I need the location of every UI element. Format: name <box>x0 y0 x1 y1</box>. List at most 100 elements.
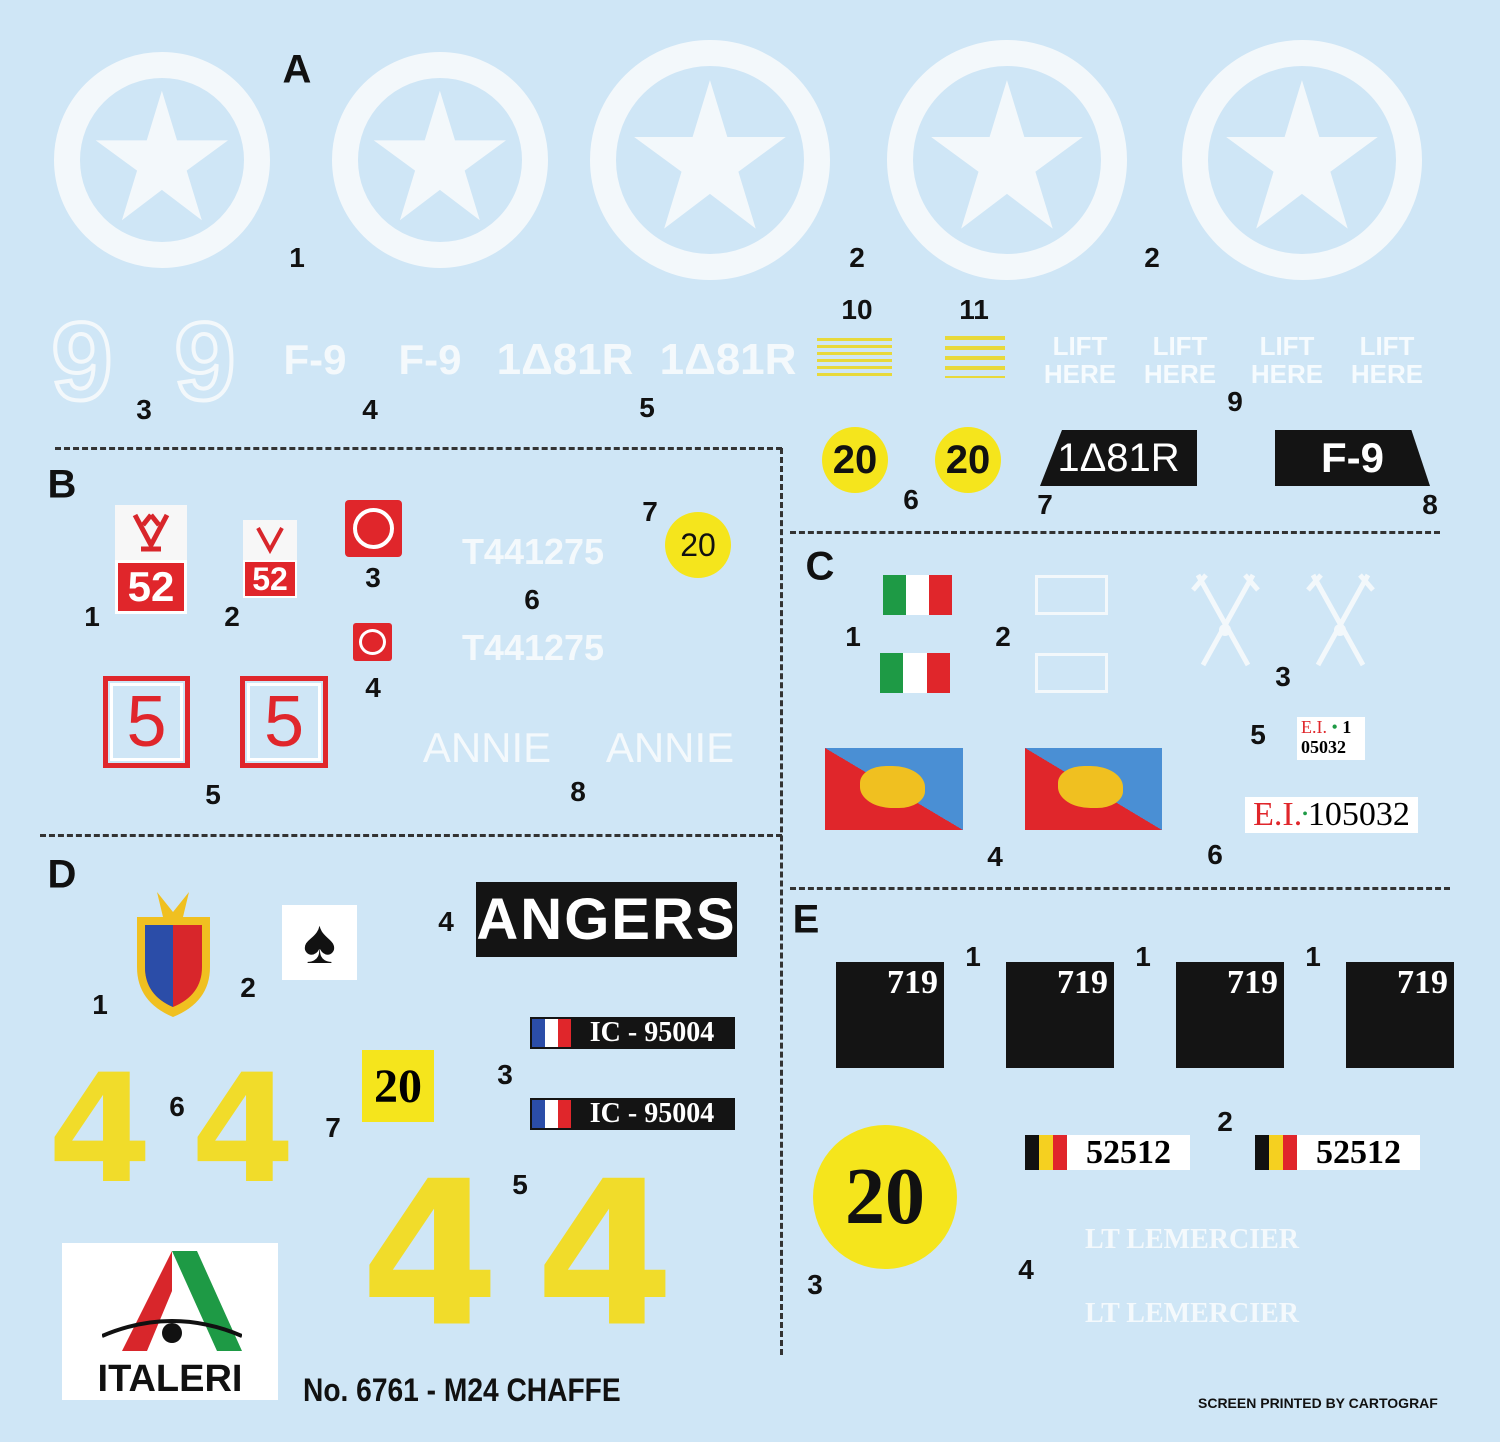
italian-flag <box>883 575 952 615</box>
black-719-panel: 719 <box>1346 962 1454 1068</box>
decal-number: 4 <box>365 672 381 703</box>
red-five-square: 5 <box>240 676 328 768</box>
decal-number: 6 <box>524 584 540 615</box>
section-b-label: B <box>47 462 77 507</box>
decal-number: 5 <box>512 1169 528 1200</box>
red-emblem <box>345 500 402 557</box>
decal-number: 4 <box>438 906 454 937</box>
star-roundel-icon <box>1182 40 1422 280</box>
divider <box>790 531 1440 534</box>
lift-text: LIFT <box>1359 331 1415 361</box>
product-title: No. 6761 - M24 CHAFFE <box>303 1372 621 1408</box>
black-f9-plate: F-9 <box>1275 430 1430 486</box>
here-text: HERE <box>1043 359 1117 389</box>
decal-reg: 1Δ81R <box>659 335 797 384</box>
decal-number: 5 <box>205 779 221 810</box>
lift-text: LIFT <box>1052 331 1108 361</box>
section-c-label: C <box>805 544 835 589</box>
decal-number: 7 <box>642 496 658 527</box>
section-a-label: A <box>282 47 312 92</box>
section-d-label: D <box>47 852 77 897</box>
ei-plate: E.I. • 105032 <box>1245 796 1418 833</box>
decal-number: 3 <box>807 1269 823 1300</box>
here-text: HERE <box>1250 359 1324 389</box>
yellow-four-large: 4 <box>535 1138 675 1372</box>
plate-number: 52512 <box>1086 1134 1171 1171</box>
decal-f9: F-9 <box>398 336 462 383</box>
coat-of-arms-crest <box>137 892 210 1017</box>
decal-number: 1 <box>84 601 100 632</box>
decal-number: 6 <box>1207 839 1223 870</box>
decal-reg: 1Δ81R <box>496 335 634 384</box>
french-plate: IC - 95004 <box>530 1017 735 1049</box>
plate-number: 52512 <box>1316 1134 1401 1171</box>
ei-digits: 05032 <box>1301 737 1346 757</box>
stencil-text-decal <box>945 336 1005 378</box>
crossed-axes-insignia <box>1306 573 1375 667</box>
decal-number: 7 <box>325 1112 341 1143</box>
section-e-label: E <box>792 897 820 942</box>
ei-digit: 1 <box>1342 717 1352 737</box>
decal-number: 1 <box>1305 941 1321 972</box>
decal-number: 3 <box>497 1059 513 1090</box>
star-roundel-icon <box>590 40 830 280</box>
divider <box>780 448 783 1355</box>
yellow-20-disc: 20 <box>935 427 1001 493</box>
decal-number: 5 <box>639 392 655 423</box>
yellow-20-disc-large: 20 <box>813 1125 957 1269</box>
belgian-plate: 52512 <box>1025 1135 1190 1170</box>
crossed-axes-insignia <box>1191 573 1260 667</box>
divider <box>40 834 782 837</box>
lift-text: LIFT <box>1152 331 1208 361</box>
decal-number: 8 <box>1422 489 1438 520</box>
decal-number: 1 <box>289 242 305 273</box>
here-text: HERE <box>1143 359 1217 389</box>
insignia-52: 52 <box>243 560 297 598</box>
yellow-four: 4 <box>47 1043 153 1217</box>
decal-number: 2 <box>849 242 865 273</box>
serial-decal: T441275 <box>461 531 605 572</box>
ei-prefix: E.I. <box>1253 796 1303 833</box>
spade-icon: ♠ <box>282 905 357 980</box>
serial-decal: T441275 <box>461 627 605 668</box>
decal-number: 1 <box>1135 941 1151 972</box>
insignia-52: 52 <box>115 560 187 614</box>
decal-number: 1 <box>845 621 861 652</box>
white-outline-rectangle <box>1035 575 1108 615</box>
decal-number: 7 <box>1037 489 1053 520</box>
decal-number: 4 <box>1018 1254 1034 1285</box>
decal-number: 3 <box>136 394 152 425</box>
decal-nine-outline: 9 <box>49 299 114 426</box>
decal-number: 5 <box>1250 719 1266 750</box>
lt-lemercier-decal: LT LEMERCIER <box>1085 1298 1299 1329</box>
divider <box>55 447 782 450</box>
yellow-20-square: 20 <box>362 1050 434 1122</box>
yellow-four-large: 4 <box>360 1138 500 1372</box>
white-outline-rectangle <box>1035 653 1108 693</box>
black-719-panel: 719 <box>1176 962 1284 1068</box>
decal-nine-outline: 9 <box>172 299 237 426</box>
decal-number: 2 <box>1217 1106 1233 1137</box>
plate-number: IC - 95004 <box>589 1017 715 1048</box>
black-719-panel: 719 <box>1006 962 1114 1068</box>
decal-number: 4 <box>362 394 378 425</box>
lift-here-decal: LIFT HERE <box>1144 332 1216 388</box>
decal-number: 10 <box>841 294 873 325</box>
here-text: HERE <box>1350 359 1424 389</box>
decal-number: 1 <box>92 989 108 1020</box>
star-roundel-icon <box>887 40 1127 280</box>
black-719-panel: 719 <box>836 962 944 1068</box>
decal-number: 8 <box>570 776 586 807</box>
stencil-text-decal <box>817 338 892 380</box>
annie-decal: ANNIE <box>422 724 552 771</box>
lift-here-decal: LIFT HERE <box>1251 332 1323 388</box>
lift-text: LIFT <box>1259 331 1315 361</box>
decal-number: 2 <box>995 621 1011 652</box>
divider <box>790 887 1450 890</box>
angers-plate: ANGERS <box>476 882 737 957</box>
yellow-20-disc: 20 <box>665 512 731 578</box>
decal-number: 1 <box>965 941 981 972</box>
red-five-square: 5 <box>103 676 190 768</box>
italian-flag <box>880 653 950 693</box>
unit-flag <box>1025 748 1162 830</box>
